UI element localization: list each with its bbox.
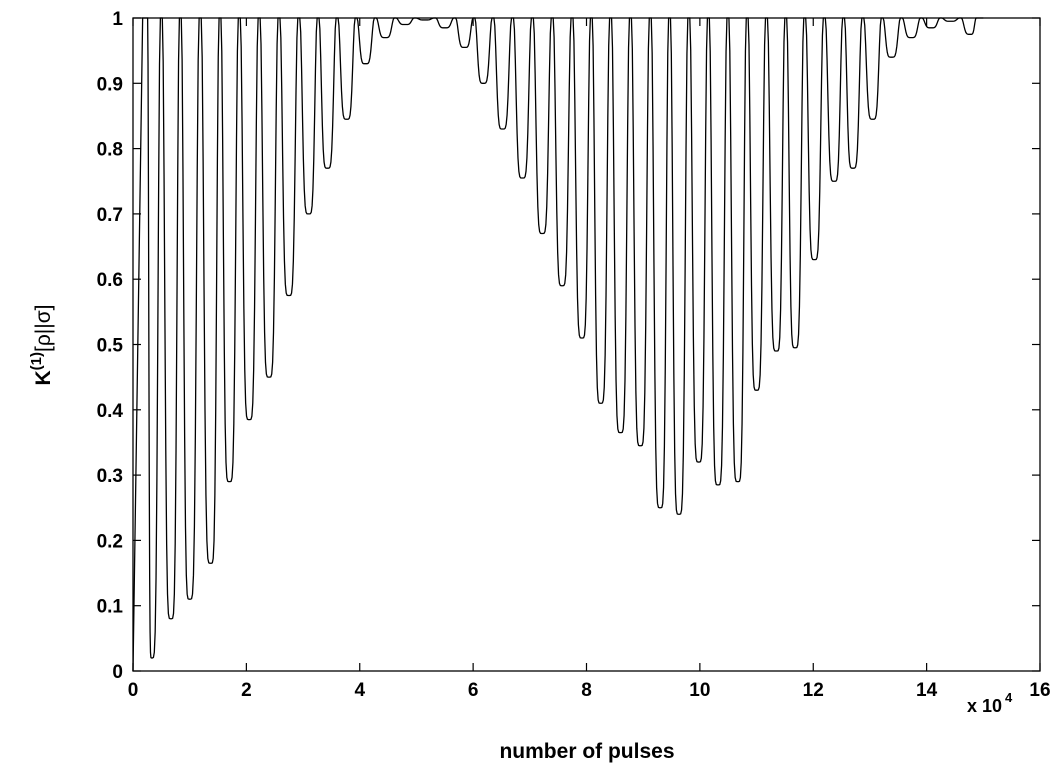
x-axis-title: number of pulses xyxy=(499,740,674,763)
y-tick-label: 0.7 xyxy=(97,205,123,226)
x-tick-label: 0 xyxy=(128,680,139,701)
x-axis-multiplier-exponent: 4 xyxy=(1005,690,1013,705)
plot-area-frame xyxy=(132,17,1041,672)
y-tick-label: 0.4 xyxy=(97,401,124,422)
y-tick-label: 0.1 xyxy=(97,597,124,618)
y-tick-label: 1 xyxy=(112,9,123,30)
plot-border xyxy=(132,17,1041,672)
x-tick-label: 16 xyxy=(1029,680,1050,701)
x-tick-label: 10 xyxy=(689,680,710,701)
y-tick-label: 0.2 xyxy=(97,531,123,552)
y-tick-label: 0.3 xyxy=(97,466,123,487)
y-tick-label: 0.8 xyxy=(97,140,123,161)
x-tick-label: 2 xyxy=(241,680,252,701)
y-tick-label: 0 xyxy=(112,662,123,683)
y-tick-label: 0.6 xyxy=(97,270,123,291)
x-tick-label: 8 xyxy=(581,680,592,701)
y-axis-title: K(1)[ρ||σ] xyxy=(28,304,55,385)
x-tick-label: 6 xyxy=(468,680,479,701)
y-tick-label: 0.5 xyxy=(97,336,124,357)
series-line xyxy=(132,17,984,672)
y-tick-label: 0.9 xyxy=(97,74,123,95)
y-axis-title-main: K xyxy=(32,370,55,385)
x-axis-multiplier: x 10 xyxy=(967,696,1002,716)
x-tick-label: 4 xyxy=(354,680,365,701)
y-axis-ticks: 0 0.1 0.2 0.3 0.4 0.5 0.6 0.7 0.8 0.9 1 xyxy=(97,9,1040,683)
series-group xyxy=(132,17,984,672)
x-tick-label: 14 xyxy=(916,680,938,701)
y-axis-title-rest: [ρ||σ] xyxy=(32,304,55,352)
x-tick-label: 12 xyxy=(803,680,824,701)
y-axis-title-superscript: (1) xyxy=(28,352,45,370)
x-axis-ticks: 0 2 4 6 8 10 12 14 16 xyxy=(128,18,1051,701)
